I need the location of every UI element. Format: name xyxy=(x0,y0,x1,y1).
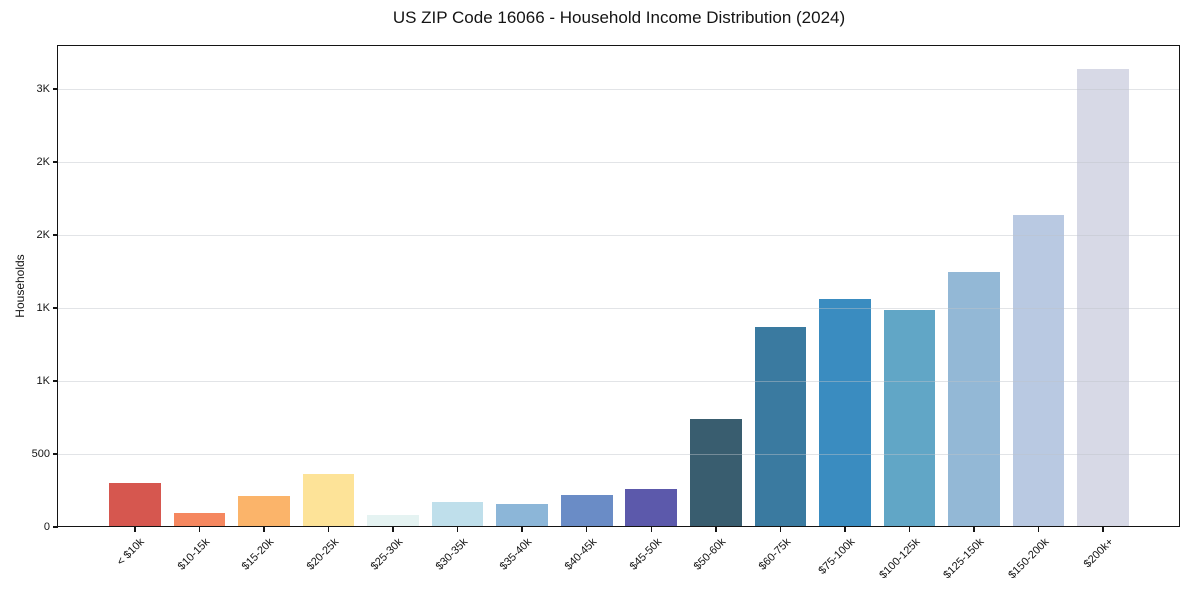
x-tick-label: $35-40k xyxy=(498,536,535,573)
y-tick-mark xyxy=(53,88,58,90)
gridline xyxy=(58,454,1180,455)
x-tick-mark xyxy=(908,527,911,532)
x-tick-label: $125-150k xyxy=(941,536,987,582)
x-tick-label: $75-100k xyxy=(816,536,858,577)
gridline xyxy=(58,235,1180,237)
bar xyxy=(431,502,484,527)
x-tick-label: $200k+ xyxy=(1081,536,1116,571)
x-tick-label: $60-75k xyxy=(756,536,793,573)
bar xyxy=(625,489,678,527)
bar xyxy=(109,483,161,527)
bar xyxy=(690,418,742,527)
x-tick-mark xyxy=(327,527,330,532)
y-tick-mark xyxy=(53,234,58,236)
x-tick-mark xyxy=(779,527,782,532)
chart-title: US ZIP Code 16066 - Household Income Dis… xyxy=(392,8,846,27)
gridline xyxy=(58,381,1180,383)
y-tick-mark xyxy=(53,380,58,382)
y-tick-label: 3K xyxy=(36,82,50,95)
bar xyxy=(883,310,936,527)
x-tick-label: < $10k xyxy=(115,536,148,569)
x-tick-mark xyxy=(650,527,653,532)
x-tick-label: $15-20k xyxy=(239,536,277,573)
x-tick-mark xyxy=(392,527,394,532)
x-tick-label: $100-125k xyxy=(876,536,923,582)
bar xyxy=(173,513,226,527)
x-tick-mark xyxy=(715,527,717,532)
plot-area xyxy=(58,46,1180,527)
bar xyxy=(819,298,871,527)
y-tick-label: 0 xyxy=(43,520,50,533)
y-tick-mark xyxy=(53,161,58,163)
bar xyxy=(238,496,290,527)
bar xyxy=(948,272,1000,527)
gridline xyxy=(58,162,1180,164)
bar xyxy=(1077,68,1129,527)
x-tick-label: $45-50k xyxy=(627,536,664,573)
x-tick-mark xyxy=(198,527,201,532)
y-tick-label: 500 xyxy=(31,447,50,460)
y-tick-label: 2K xyxy=(36,228,50,241)
x-tick-mark xyxy=(521,527,523,532)
bar xyxy=(560,494,613,527)
y-tick-mark xyxy=(53,453,58,455)
x-tick-mark xyxy=(1102,527,1104,532)
y-tick-label: 1K xyxy=(36,374,50,387)
x-tick-label: $150-200k xyxy=(1005,536,1052,582)
gridline xyxy=(58,89,1180,91)
x-tick-mark xyxy=(585,527,588,532)
x-tick-label: $25-30k xyxy=(368,536,406,573)
x-tick-label: $50-60k xyxy=(691,536,729,573)
x-tick-label: $10-15k xyxy=(175,536,212,573)
y-tick-mark xyxy=(53,526,58,528)
x-tick-mark xyxy=(263,527,265,532)
x-tick-label: $40-45k xyxy=(562,536,600,573)
bar xyxy=(496,503,548,527)
bar xyxy=(754,327,807,527)
x-tick-mark xyxy=(1037,527,1040,532)
x-tick-label: $30-35k xyxy=(433,536,471,573)
bar xyxy=(367,514,419,527)
x-tick-mark xyxy=(134,527,136,532)
y-tick-label: 1K xyxy=(36,301,50,314)
y-tick-mark xyxy=(53,307,58,309)
bar xyxy=(1012,214,1065,527)
x-tick-mark xyxy=(456,527,459,532)
gridline xyxy=(58,308,1180,310)
bar xyxy=(302,473,355,527)
x-tick-mark xyxy=(973,527,975,532)
x-tick-mark xyxy=(844,527,846,532)
x-tick-label: $20-25k xyxy=(304,536,341,573)
y-tick-label: 2K xyxy=(36,155,50,168)
